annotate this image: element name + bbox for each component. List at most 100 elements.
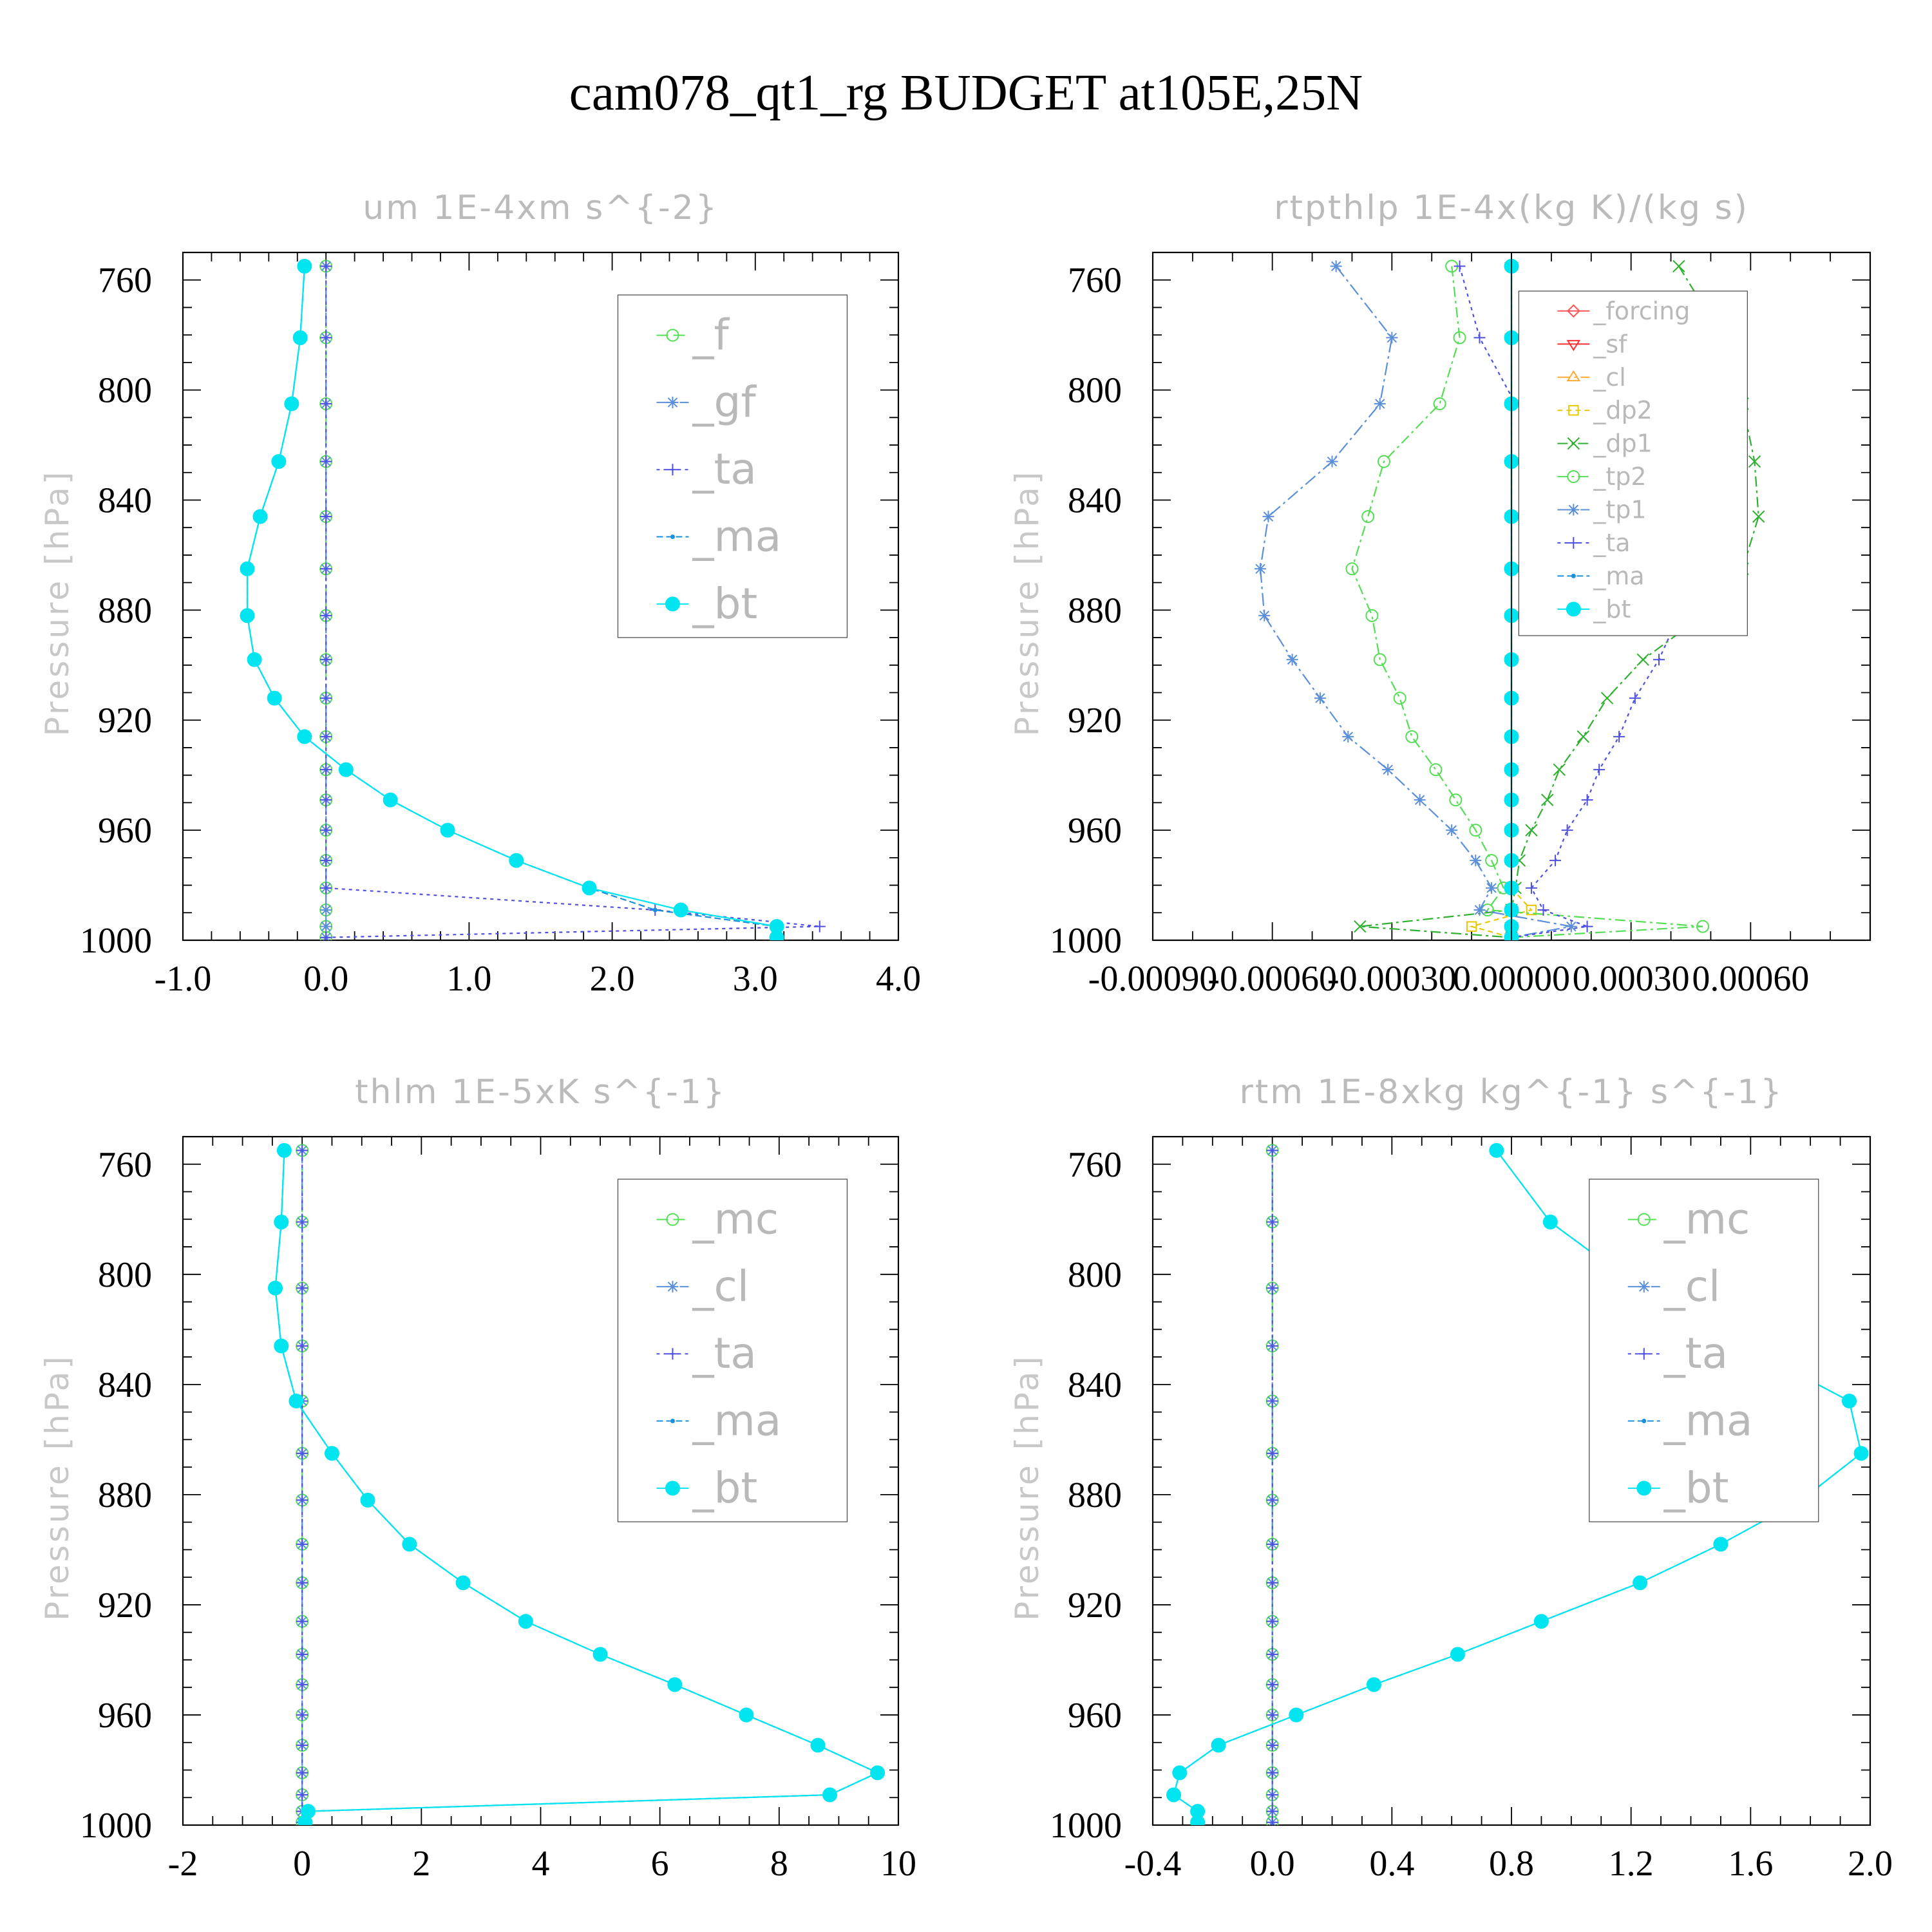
data-point-ta <box>320 455 332 468</box>
data-point-bt <box>240 561 255 576</box>
data-point-dp1 <box>1748 455 1761 468</box>
panels: um 1E-4xm s^{-2}Pressure [hPa]7608008408… <box>39 189 1893 1884</box>
x-tick-label: 0.4 <box>1369 1844 1414 1884</box>
legend-marker <box>1567 437 1580 450</box>
data-point-bt <box>297 258 312 274</box>
data-point-ta <box>1266 1678 1278 1690</box>
data-point-bt <box>739 1707 754 1723</box>
data-point-dp1 <box>1752 510 1765 523</box>
data-point-tp1 <box>1470 855 1482 867</box>
x-tick-label: 4 <box>532 1844 550 1884</box>
data-point-bt <box>268 1280 283 1296</box>
y-tick-label: 920 <box>98 701 152 741</box>
legend-marker <box>1638 1280 1650 1293</box>
data-point-ta <box>320 609 332 621</box>
x-tick-label: 1.2 <box>1609 1844 1654 1884</box>
legend-label: _cl <box>1663 1262 1721 1311</box>
data-point-ta <box>1629 692 1641 705</box>
data-point-tp1 <box>1330 260 1342 272</box>
data-point-dp1 <box>1600 692 1614 705</box>
legend-marker <box>665 596 680 612</box>
panel-title: rtpthlp 1E-4x(kg K)/(kg s) <box>1274 189 1749 227</box>
x-tick-label: 0 <box>293 1844 311 1884</box>
legend-label: _f <box>692 310 730 360</box>
legend-label: _dp1 <box>1593 430 1652 458</box>
data-point-ta <box>296 1447 308 1459</box>
data-point-tp2 <box>1433 397 1446 410</box>
y-tick-label: 920 <box>1068 701 1122 741</box>
x-tick-label: -0.4 <box>1124 1844 1182 1884</box>
series-line-ta <box>325 266 820 938</box>
data-point-bt <box>247 652 262 667</box>
x-tick-label: 0.8 <box>1489 1844 1534 1884</box>
data-point-ta <box>1266 1577 1278 1589</box>
series-layer <box>1255 252 1765 940</box>
data-point-tp2 <box>1365 609 1379 622</box>
data-point-ta <box>1266 1709 1278 1721</box>
data-point-bt <box>1211 1738 1226 1753</box>
legend-marker <box>1571 573 1576 578</box>
legend-marker <box>1636 1481 1652 1496</box>
data-point-bt <box>870 1765 886 1781</box>
y-tick-label: 800 <box>1068 1255 1122 1295</box>
y-tick-label: 840 <box>1068 480 1122 520</box>
data-point-tp2 <box>1377 455 1390 468</box>
data-point-tp1 <box>1486 882 1498 894</box>
legend-label: _ma <box>1593 562 1644 590</box>
legend-marker <box>1638 1348 1650 1360</box>
y-axis-label: Pressure [hPa] <box>1009 469 1046 737</box>
data-point-ta <box>320 764 332 776</box>
y-tick-label: 1000 <box>80 1806 152 1846</box>
data-point-ta <box>296 1678 308 1690</box>
x-tick-label: 0.00060 <box>1692 959 1809 999</box>
legend-marker <box>1567 536 1580 549</box>
x-tick-label: 6 <box>651 1844 669 1884</box>
legend-label: _ma <box>1663 1396 1753 1446</box>
x-tick-label: 0.0 <box>303 959 348 999</box>
legend-box <box>617 294 848 638</box>
legend-label: _sf <box>1593 330 1628 358</box>
data-point-gf <box>320 920 332 933</box>
data-point-dp1 <box>1354 920 1367 933</box>
legend-label: _cl <box>692 1262 749 1311</box>
data-point-ta <box>320 931 332 940</box>
data-point-ta <box>320 794 332 806</box>
data-point-bt <box>582 880 597 896</box>
data-point-dp1 <box>1540 793 1554 806</box>
data-point-ta <box>320 511 332 523</box>
data-point-ta <box>1266 1615 1278 1627</box>
data-point-tp1 <box>1414 794 1426 806</box>
data-point-ta <box>1266 1494 1278 1506</box>
y-axis-label: Pressure [hPa] <box>39 1354 76 1621</box>
legend-marker <box>1567 470 1580 484</box>
legend-marker <box>667 1348 679 1360</box>
legend-marker <box>1568 404 1579 416</box>
data-point-bt <box>1289 1707 1304 1723</box>
data-point-ta <box>1266 1216 1278 1228</box>
x-tick-label: 8 <box>770 1844 788 1884</box>
data-point-ta <box>1581 920 1593 933</box>
legend-label: _gf <box>692 377 757 427</box>
data-point-dp1 <box>1525 824 1538 837</box>
data-point-ta <box>1266 1766 1278 1779</box>
x-tick-label: 3.0 <box>733 959 778 999</box>
y-tick-label: 800 <box>98 371 152 411</box>
data-point-bt <box>289 1393 304 1408</box>
data-point-ta <box>1266 1816 1278 1825</box>
data-point-bt <box>1450 1647 1465 1662</box>
legend-label: _mc <box>1663 1195 1750 1244</box>
data-point-bt <box>324 1446 339 1461</box>
data-point-dp2 <box>1526 904 1537 916</box>
data-point-bt <box>271 454 287 469</box>
legend-marker <box>666 1213 679 1226</box>
chart-panel-3: thlm 1E-5xK s^{-1}Pressure [hPa]76080084… <box>39 1073 916 1884</box>
data-point-bt <box>667 1677 683 1692</box>
y-tick-label: 760 <box>1068 1145 1122 1185</box>
plot-frame <box>182 251 900 942</box>
data-point-bt <box>1166 1787 1181 1803</box>
legend-label: _forcing <box>1593 297 1690 325</box>
legend-marker <box>665 1481 680 1496</box>
y-tick-label: 960 <box>1068 811 1122 851</box>
y-tick-label: 1000 <box>1050 921 1122 961</box>
